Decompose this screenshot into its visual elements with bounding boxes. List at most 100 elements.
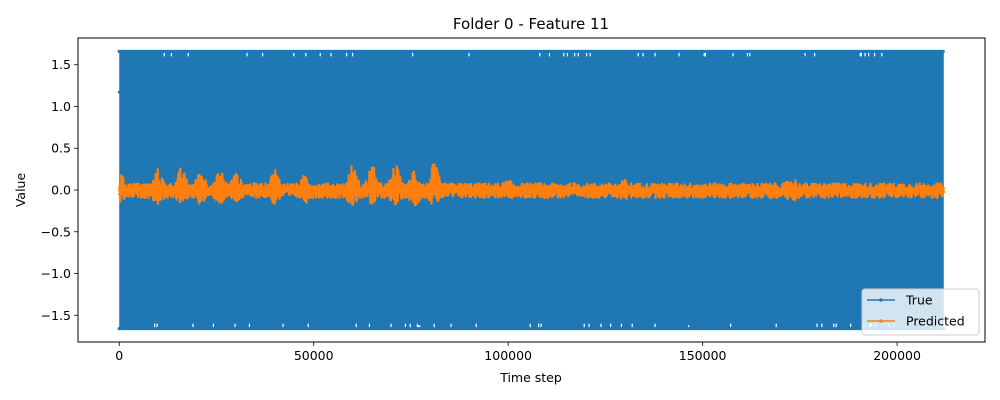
predicted-point <box>372 187 375 191</box>
true-point <box>897 63 901 67</box>
true-gap <box>574 49 576 57</box>
legend-label-true: True <box>905 293 933 308</box>
plot-area <box>117 49 946 331</box>
true-point <box>735 158 739 162</box>
predicted-point <box>887 192 891 196</box>
predicted-point <box>736 189 739 193</box>
true-point <box>729 121 733 125</box>
true-point <box>429 301 433 305</box>
predicted-point <box>914 193 918 196</box>
predicted-point <box>729 185 733 188</box>
predicted-point <box>262 189 265 192</box>
predicted-point <box>447 187 451 191</box>
true-point <box>543 75 547 79</box>
true-point <box>519 147 523 151</box>
true-point <box>195 133 199 137</box>
true-gap <box>610 323 612 331</box>
true-point <box>351 99 355 103</box>
predicted-point <box>811 193 815 197</box>
predicted-point <box>880 192 884 195</box>
true-point <box>501 199 505 203</box>
x-tick-label: 200000 <box>873 348 921 363</box>
y-tick-label: 1.5 <box>51 57 71 72</box>
true-point <box>159 119 163 123</box>
true-point <box>777 178 781 182</box>
predicted-point <box>770 193 774 197</box>
true-point <box>747 258 751 262</box>
true-point <box>417 322 421 326</box>
predicted-point <box>159 184 162 187</box>
true-gap <box>319 49 321 57</box>
true-point <box>561 132 565 136</box>
true-point <box>927 100 931 104</box>
true-gap <box>688 323 690 331</box>
true-point <box>255 113 259 117</box>
true-gap <box>352 49 354 57</box>
true-gap <box>475 323 477 331</box>
true-point <box>675 233 679 237</box>
predicted-point <box>275 183 279 187</box>
true-point <box>333 121 337 125</box>
true-gap <box>419 323 421 331</box>
true-point <box>441 253 445 257</box>
true-gap <box>637 49 639 57</box>
predicted-point <box>186 188 190 192</box>
true-point <box>849 255 853 259</box>
y-axis-title: Value <box>13 173 28 208</box>
true-point <box>753 223 757 227</box>
predicted-point <box>385 185 389 188</box>
predicted-point <box>715 184 719 187</box>
true-point <box>447 256 451 260</box>
predicted-point <box>743 187 746 191</box>
predicted-point <box>598 187 602 190</box>
y-axis: −1.5 −1.0 −0.5 0.0 0.5 1.0 1.5 <box>41 57 78 323</box>
true-point <box>303 266 307 270</box>
true-point <box>315 272 319 276</box>
true-gap <box>163 49 165 57</box>
predicted-point <box>482 187 485 191</box>
true-point <box>321 51 325 55</box>
predicted-point <box>873 186 877 190</box>
y-tick-label: 1.0 <box>51 99 71 114</box>
true-point <box>291 206 295 210</box>
predicted-point <box>495 190 499 194</box>
true-point <box>603 253 607 257</box>
predicted-point <box>853 183 856 187</box>
true-point <box>489 53 493 57</box>
true-point <box>657 106 661 110</box>
true-point <box>135 165 139 169</box>
predicted-point <box>317 192 320 196</box>
true-point <box>813 116 817 120</box>
predicted-point <box>152 187 155 190</box>
predicted-point <box>908 190 911 194</box>
chart-title: Folder 0 - Feature 11 <box>453 15 609 33</box>
predicted-point <box>502 185 506 189</box>
predicted-line <box>118 163 945 207</box>
predicted-point <box>310 190 313 194</box>
predicted-point <box>166 185 169 188</box>
true-point <box>903 230 907 234</box>
true-point <box>891 233 895 237</box>
true-gap <box>850 323 852 331</box>
predicted-point <box>921 186 925 190</box>
true-gap <box>346 49 348 57</box>
x-axis-title: Time step <box>499 370 562 385</box>
predicted-point <box>207 193 210 197</box>
true-point <box>147 81 151 85</box>
true-point <box>465 101 469 105</box>
predicted-point <box>214 192 217 195</box>
true-point <box>507 307 511 311</box>
true-point <box>633 247 637 251</box>
true-point <box>915 141 919 145</box>
predicted-point <box>901 185 904 189</box>
predicted-point <box>420 189 423 193</box>
legend-marker-predicted <box>879 319 883 323</box>
predicted-point <box>750 188 753 191</box>
true-point <box>585 170 589 174</box>
x-axis: 0 50000 100000 150000 200000 <box>115 342 921 363</box>
true-point <box>681 325 685 329</box>
predicted-point <box>530 190 533 194</box>
true-point <box>669 129 673 133</box>
predicted-point <box>667 186 671 190</box>
